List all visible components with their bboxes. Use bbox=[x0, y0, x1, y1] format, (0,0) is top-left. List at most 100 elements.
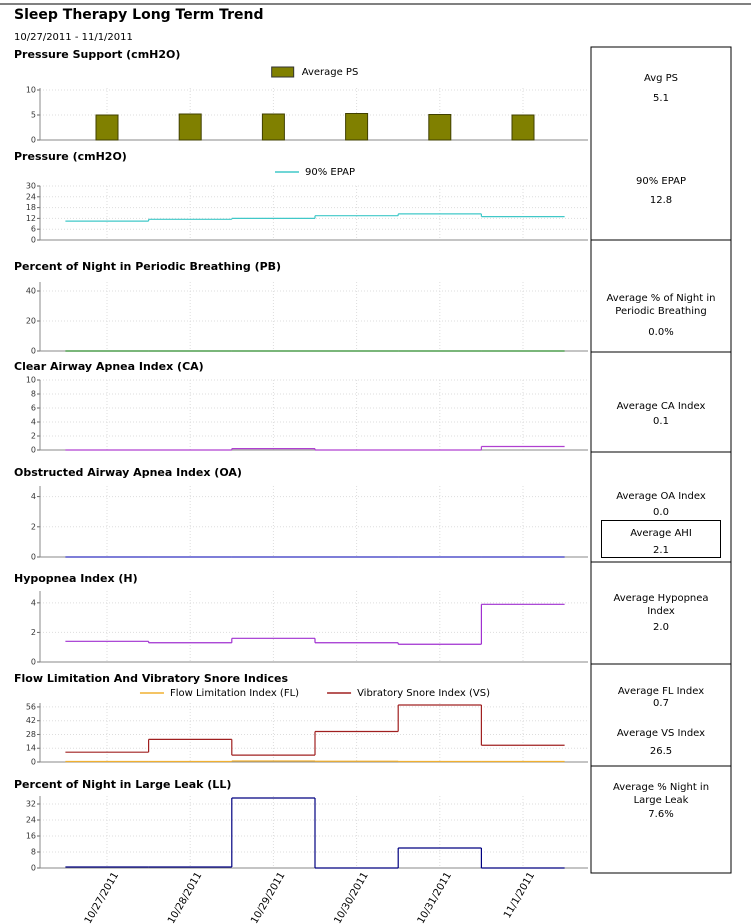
y-tick-label: 5 bbox=[31, 111, 36, 120]
y-tick-label: 6 bbox=[31, 225, 36, 234]
summary-value: 0.7 bbox=[591, 697, 731, 710]
y-tick-label: 32 bbox=[26, 800, 36, 809]
summary-label-text: Average Hypopnea Index bbox=[613, 593, 709, 617]
summary-label: Average VS Index bbox=[591, 727, 731, 740]
chart-title: Obstructed Airway Apnea Index (OA) bbox=[14, 466, 242, 479]
summary-value-text: 2.1 bbox=[653, 545, 669, 556]
bar bbox=[261, 113, 285, 141]
y-tick-label: 4 bbox=[31, 418, 36, 427]
report-title: Sleep Therapy Long Term Trend bbox=[14, 7, 264, 23]
summary-label: Avg PS bbox=[591, 72, 731, 85]
summary-highlight-box bbox=[601, 520, 721, 558]
bar bbox=[345, 113, 369, 141]
date-range: 10/27/2011 - 11/1/2011 bbox=[14, 32, 133, 43]
summary-label-text: Average OA Index bbox=[616, 491, 706, 502]
y-tick-label: 20 bbox=[26, 317, 36, 326]
summary-value-text: 0.0% bbox=[648, 327, 674, 338]
summary-label: Average FL Index bbox=[591, 685, 731, 698]
summary-value-text: 0.0 bbox=[653, 507, 669, 518]
x-tick-label: 10/27/2011 bbox=[83, 871, 121, 924]
summary-value: 7.6% bbox=[591, 808, 731, 821]
y-tick-label: 40 bbox=[26, 287, 36, 296]
y-tick-label: 2 bbox=[31, 522, 36, 531]
summary-label: Average Hypopnea Index bbox=[591, 592, 731, 618]
x-tick-label: 11/1/2011 bbox=[502, 871, 537, 921]
summary-value: 5.1 bbox=[591, 92, 731, 105]
y-tick-label: 24 bbox=[26, 816, 36, 825]
y-tick-label: 0 bbox=[31, 236, 36, 245]
summary-value-text: 7.6% bbox=[648, 809, 674, 820]
y-tick-label: 28 bbox=[26, 730, 36, 739]
x-tick-label: 10/28/2011 bbox=[166, 871, 204, 924]
chart-title: Percent of Night in Periodic Breathing (… bbox=[14, 260, 281, 273]
summary-value-text: 5.1 bbox=[653, 93, 669, 104]
summary-label-text: Average CA Index bbox=[616, 401, 706, 412]
summary-value-text: 26.5 bbox=[649, 746, 673, 757]
legend-swatch bbox=[271, 66, 295, 78]
chart-title: Percent of Night in Large Leak (LL) bbox=[14, 778, 231, 791]
legend-label: Flow Limitation Index (FL) bbox=[170, 688, 299, 699]
summary-label-text: 90% EPAP bbox=[636, 176, 686, 187]
summary-label: Average % of Night in Periodic Breathing bbox=[591, 292, 731, 318]
chart-title: Clear Airway Apnea Index (CA) bbox=[14, 360, 204, 373]
x-tick-label: 10/29/2011 bbox=[249, 871, 287, 924]
chart-title: Flow Limitation And Vibratory Snore Indi… bbox=[14, 672, 288, 685]
chart-title: Pressure Support (cmH2O) bbox=[14, 48, 180, 61]
y-tick-label: 4 bbox=[31, 598, 36, 607]
summary-value: 0.0% bbox=[591, 326, 731, 339]
x-tick-label: 10/31/2011 bbox=[416, 871, 454, 924]
y-tick-label: 10 bbox=[26, 86, 36, 95]
summary-frame bbox=[590, 46, 732, 874]
y-tick-label: 56 bbox=[26, 702, 36, 711]
y-tick-label: 0 bbox=[31, 864, 36, 873]
summary-label: 90% EPAP bbox=[591, 175, 731, 188]
summary-label-text: Average FL Index bbox=[617, 686, 705, 697]
y-tick-label: 16 bbox=[26, 832, 36, 841]
summary-value: 2.1 bbox=[591, 544, 731, 557]
y-tick-label: 8 bbox=[31, 848, 36, 857]
y-tick-label: 0 bbox=[31, 136, 36, 145]
y-tick-label: 4 bbox=[31, 492, 36, 501]
y-tick-label: 0 bbox=[31, 347, 36, 356]
summary-value-text: 0.7 bbox=[653, 698, 669, 709]
y-tick-label: 0 bbox=[31, 658, 36, 667]
y-tick-label: 30 bbox=[26, 182, 36, 191]
summary-label-text: Average AHI bbox=[630, 528, 692, 539]
summary-value-text: 0.1 bbox=[653, 416, 669, 427]
y-tick-label: 8 bbox=[31, 390, 36, 399]
y-tick-label: 42 bbox=[26, 716, 36, 725]
y-tick-label: 0 bbox=[31, 553, 36, 562]
x-tick-label: 10/30/2011 bbox=[332, 871, 370, 924]
y-tick-label: 2 bbox=[31, 628, 36, 637]
chart-title: Pressure (cmH2O) bbox=[14, 150, 127, 163]
summary-label: Average OA Index bbox=[591, 490, 731, 503]
legend-label: 90% EPAP bbox=[305, 167, 355, 178]
summary-label-text: Average VS Index bbox=[616, 728, 706, 739]
summary-label: Average AHI bbox=[591, 527, 731, 540]
y-tick-label: 10 bbox=[26, 376, 36, 385]
legend-label: Average PS bbox=[302, 67, 359, 78]
y-tick-label: 18 bbox=[26, 203, 36, 212]
bar bbox=[178, 113, 202, 141]
summary-value: 0.1 bbox=[591, 415, 731, 428]
y-tick-label: 0 bbox=[31, 446, 36, 455]
chart-title: Hypopnea Index (H) bbox=[14, 572, 138, 585]
summary-label: Average CA Index bbox=[591, 400, 731, 413]
summary-value-text: 2.0 bbox=[653, 622, 669, 633]
y-tick-label: 2 bbox=[31, 432, 36, 441]
legend-label: Vibratory Snore Index (VS) bbox=[357, 688, 490, 699]
summary-value: 0.0 bbox=[591, 506, 731, 519]
summary-label: Average % Night in Large Leak bbox=[591, 781, 731, 807]
summary-value: 12.8 bbox=[591, 194, 731, 207]
y-tick-label: 0 bbox=[31, 758, 36, 767]
bar bbox=[95, 114, 119, 141]
summary-value: 26.5 bbox=[591, 745, 731, 758]
summary-label-text: Average % of Night in Periodic Breathing bbox=[606, 293, 716, 317]
y-tick-label: 6 bbox=[31, 404, 36, 413]
bar bbox=[428, 114, 452, 141]
summary-value-text: 12.8 bbox=[649, 195, 673, 206]
y-tick-label: 24 bbox=[26, 192, 36, 201]
bar bbox=[511, 114, 535, 141]
